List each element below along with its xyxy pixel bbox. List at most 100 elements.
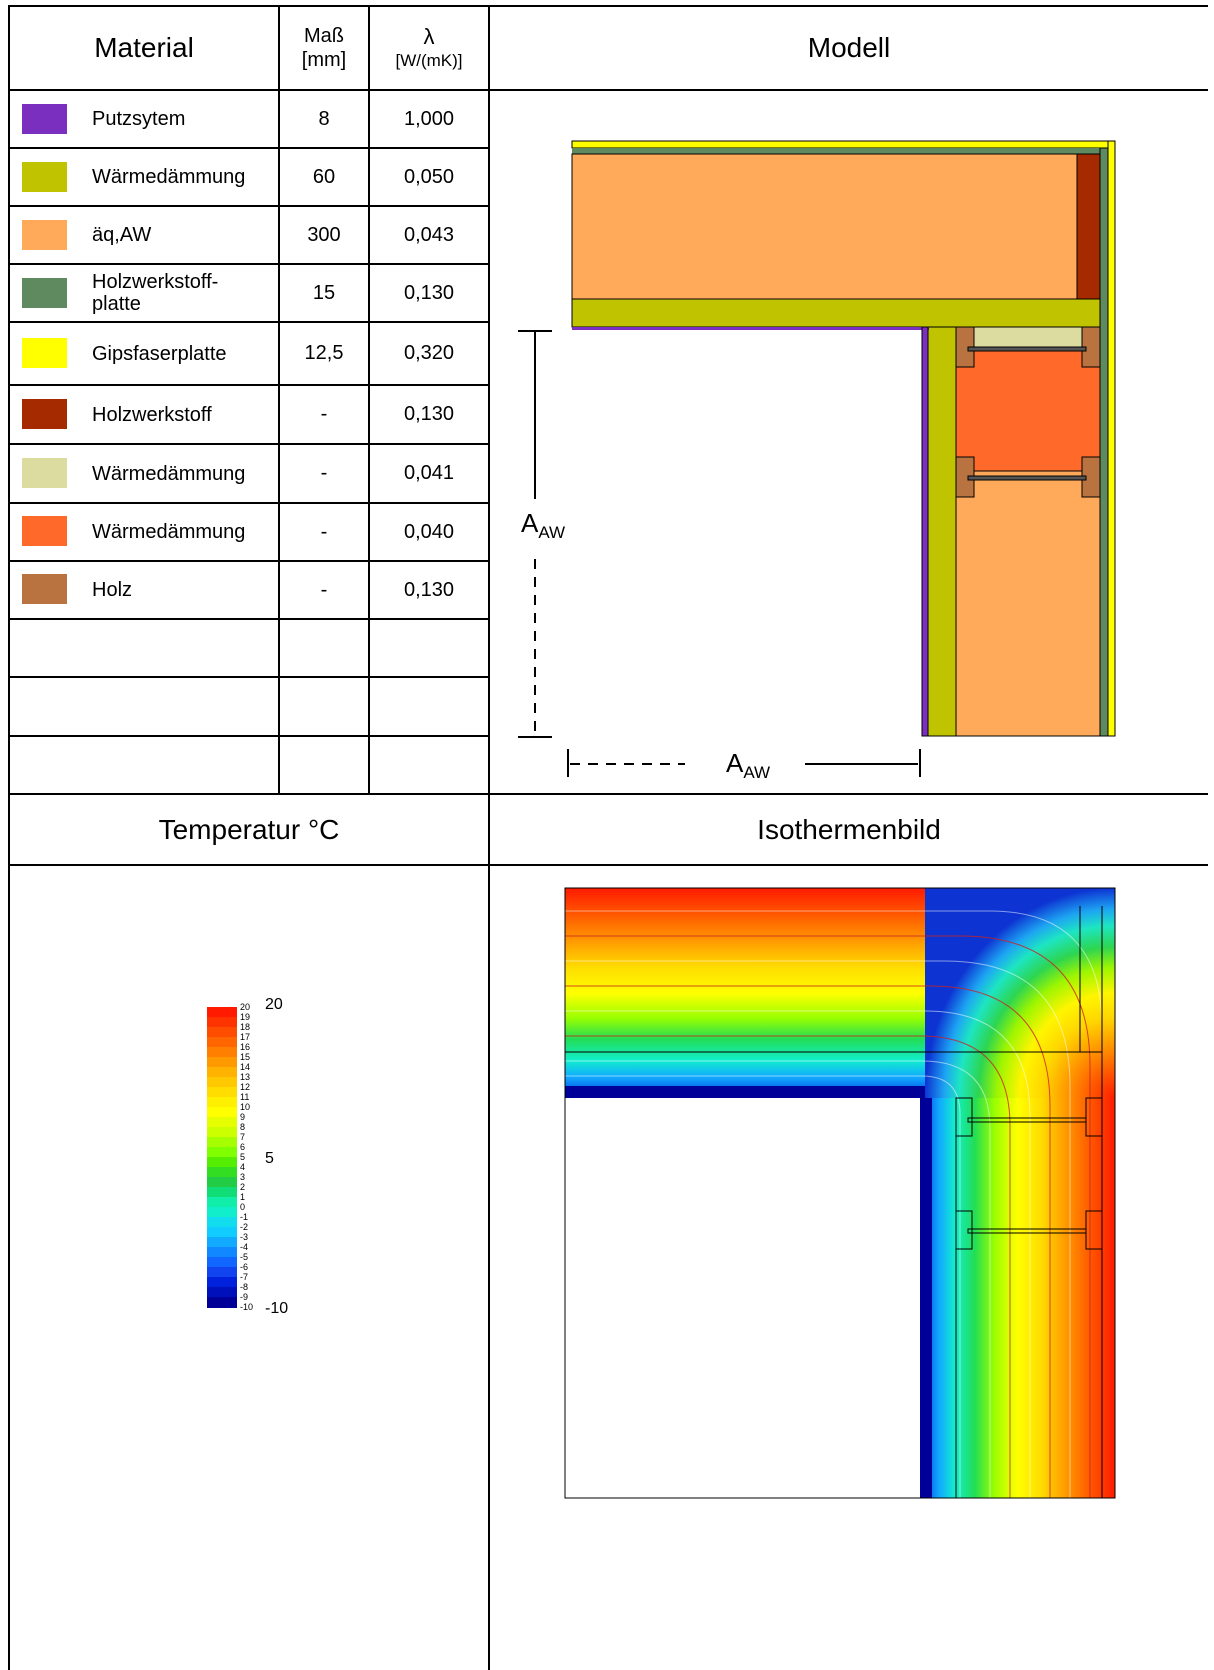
divider-vertical-main [488, 5, 490, 1670]
scale-band [207, 1057, 237, 1068]
scale-tick-label: 20 [240, 1002, 251, 1012]
scale-tick-label: 3 [240, 1172, 246, 1182]
dimension-label-sub: AW [743, 763, 771, 782]
section-divider [8, 793, 1208, 795]
material-mass: - [320, 578, 328, 601]
material-lambda: 0,043 [403, 223, 455, 246]
scale-label-max: 20 [265, 996, 283, 1013]
scale-tick-label: 0 [240, 1202, 246, 1212]
scale-band [207, 1117, 237, 1128]
model-connector [967, 475, 1087, 481]
material-name: Gipsfaserplatte [92, 342, 227, 365]
material-name: Putzsytem [92, 108, 186, 130]
scale-band [207, 1037, 237, 1048]
isotherm-cold-strip-top [565, 1086, 925, 1098]
scale-band [207, 1167, 237, 1178]
scale-band [207, 1237, 237, 1248]
row-line [8, 321, 490, 323]
scale-band [207, 1277, 237, 1288]
scale-band [207, 1267, 237, 1278]
scale-tick-label: 6 [240, 1142, 246, 1152]
header-lambda: λ [W/(mK)] [370, 7, 488, 89]
scale-band [207, 1077, 237, 1088]
isotherm-image [564, 887, 1116, 1499]
scale-tick-label: 15 [240, 1052, 251, 1062]
material-swatch [22, 104, 67, 134]
scale-tick-label: 9 [240, 1112, 246, 1122]
material-lambda: 0,040 [403, 520, 455, 543]
material-mass: - [320, 403, 328, 425]
model-putz-vertical [921, 326, 929, 737]
row-line [8, 618, 490, 620]
material-mass: 60 [312, 165, 336, 188]
material-swatch [22, 338, 67, 368]
material-swatch [22, 516, 67, 546]
scale-band [207, 1257, 237, 1268]
model-gipsfaser-top [571, 140, 1115, 149]
header-temperatur: Temperatur °C [158, 813, 340, 845]
border-top [8, 5, 1208, 7]
row-line [8, 502, 490, 504]
dimension-label-main: A [521, 508, 539, 538]
material-mass: 8 [318, 107, 330, 130]
divider-lambda [368, 5, 370, 795]
header-mass: Maß [mm] [280, 7, 368, 89]
scale-tick-label: 7 [240, 1132, 246, 1142]
isotherm-corner-gradient [925, 888, 1115, 1098]
material-mass: 300 [307, 223, 341, 246]
material-name: Holz [92, 579, 133, 601]
material-swatch [22, 399, 67, 429]
scale-tick-label: 13 [240, 1072, 251, 1082]
scale-band [207, 1157, 237, 1168]
dimension-label-sub: AW [538, 523, 566, 542]
scale-tick-label: 1 [240, 1192, 246, 1202]
scale-tick-label: 16 [240, 1042, 251, 1052]
model-connector [967, 346, 1087, 352]
material-mass: - [320, 520, 328, 543]
header-mass-unit: [mm] [301, 49, 347, 71]
border-left [8, 5, 10, 1670]
model-holzwerkstoffplatte-top [572, 148, 1108, 154]
scale-band [207, 1197, 237, 1208]
row-line [8, 735, 490, 737]
scale-band [207, 1297, 237, 1308]
material-swatch [22, 458, 67, 488]
material-mass: 12,5 [304, 342, 344, 364]
scale-band [207, 1207, 237, 1218]
scale-tick-label: -9 [240, 1292, 249, 1302]
scale-tick-label: 18 [240, 1022, 251, 1032]
scale-band [207, 1187, 237, 1198]
isotherm-top-band [565, 888, 925, 1098]
scale-tick-label: 2 [240, 1182, 246, 1192]
model-daemmung-top [571, 298, 1101, 328]
dimension-label-horizontal: AAW [726, 748, 770, 783]
scale-tick-label: -10 [240, 1302, 254, 1312]
material-lambda: 0,041 [403, 462, 455, 484]
isotherm-cold-strip-vert [920, 1098, 932, 1498]
scale-label-min: -10 [265, 1300, 289, 1317]
scale-band [207, 1067, 237, 1078]
material-name: Holzwerkstoff [92, 403, 212, 426]
row-line [8, 263, 490, 265]
scale-tick-label: 10 [240, 1102, 251, 1112]
material-name: Wärmedämmung [92, 521, 246, 543]
material-name: äq,AW [92, 224, 152, 246]
dimension-label-vertical: AAW [521, 508, 565, 543]
header-modell: Modell [807, 32, 891, 63]
material-mass: 15 [312, 281, 336, 304]
scale-tick-label: 8 [240, 1122, 246, 1132]
scale-band [207, 1247, 237, 1258]
material-swatch [22, 574, 67, 604]
header-isothermenbild: Isothermenbild [757, 813, 941, 845]
scale-tick-label: 12 [240, 1082, 251, 1092]
scale-tick-label: -2 [240, 1222, 249, 1232]
scale-band [207, 1087, 237, 1098]
material-lambda: 0,130 [403, 281, 455, 304]
scale-tick-label: 5 [240, 1152, 246, 1162]
scale-band [207, 1287, 237, 1298]
scale-tick-label: -6 [240, 1262, 249, 1272]
material-lambda: 0,320 [403, 342, 455, 364]
row-line [8, 560, 490, 562]
header-mass-label: Maß [304, 25, 344, 47]
temperature-scale [207, 1007, 237, 1308]
